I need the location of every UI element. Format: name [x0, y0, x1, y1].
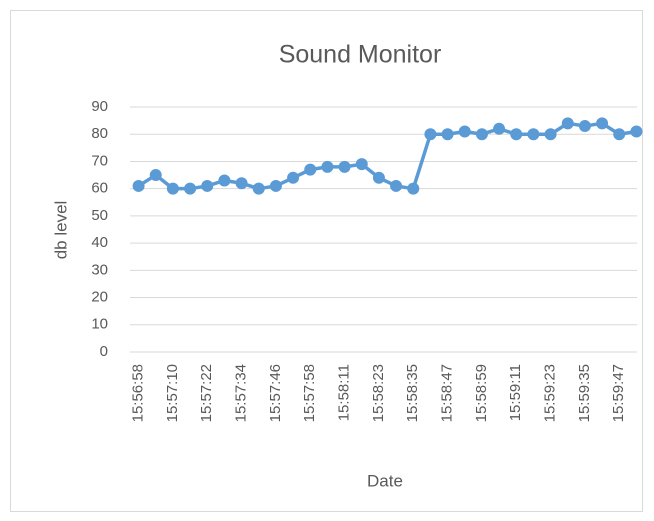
- x-tick-label: 15:58:23: [370, 364, 387, 422]
- point-marker: [510, 128, 523, 141]
- x-tick-label: 15:58:59: [473, 364, 490, 422]
- x-tick-label: 15:57:10: [164, 364, 181, 422]
- y-tick-label: 70: [91, 152, 108, 169]
- point-marker: [493, 122, 506, 135]
- y-tick-label: 0: [100, 343, 108, 360]
- point-marker: [218, 174, 231, 187]
- point-marker: [458, 125, 471, 138]
- point-marker: [561, 117, 574, 130]
- point-marker: [578, 120, 591, 133]
- y-tick-label: 30: [91, 261, 108, 278]
- point-marker: [407, 182, 420, 195]
- y-tick-label: 50: [91, 207, 108, 224]
- x-tick-label: 15:59:11: [507, 364, 524, 421]
- point-marker: [338, 160, 351, 173]
- x-tick-label: 15:59:35: [576, 364, 593, 422]
- y-tick-label: 40: [91, 234, 108, 251]
- y-tick-label: 10: [91, 316, 108, 333]
- x-tick-label: 15:57:58: [301, 364, 318, 422]
- y-tick-label: 80: [91, 125, 108, 142]
- point-marker: [166, 182, 179, 195]
- point-marker: [544, 128, 557, 141]
- y-tick-label: 90: [91, 98, 108, 115]
- point-marker: [596, 117, 609, 130]
- point-marker: [149, 169, 162, 182]
- x-tick-label: 15:58:11: [336, 364, 353, 421]
- point-marker: [613, 128, 626, 141]
- x-tick-label: 15:58:35: [404, 364, 421, 422]
- point-marker: [372, 171, 385, 184]
- chart-title: Sound Monitor: [279, 41, 442, 69]
- point-marker: [424, 128, 437, 141]
- x-tick-label: 15:59:47: [610, 364, 627, 422]
- x-axis-title: Date: [367, 471, 403, 490]
- point-marker: [441, 128, 454, 141]
- point-marker: [184, 182, 197, 195]
- y-tick-label: 60: [91, 180, 108, 197]
- point-marker: [132, 179, 145, 192]
- point-marker: [390, 179, 403, 192]
- point-marker: [287, 171, 300, 184]
- x-tick-label: 15:57:46: [267, 364, 284, 422]
- point-marker: [527, 128, 540, 141]
- y-axis-title: db level: [51, 201, 70, 260]
- point-marker: [475, 128, 488, 141]
- x-tick-label: 15:56:58: [130, 364, 147, 422]
- x-tick-label: 15:58:47: [439, 364, 456, 422]
- x-tick-label: 15:57:22: [198, 364, 215, 422]
- x-tick-label: 15:59:23: [542, 364, 559, 422]
- x-tick-label: 15:57:34: [233, 364, 250, 422]
- point-marker: [235, 177, 248, 190]
- point-marker: [321, 160, 334, 173]
- point-marker: [201, 179, 214, 192]
- point-marker: [304, 163, 317, 176]
- point-marker: [630, 125, 643, 138]
- y-tick-label: 20: [91, 289, 108, 306]
- point-marker: [252, 182, 265, 195]
- chart-frame: [10, 10, 643, 512]
- point-marker: [269, 179, 282, 192]
- point-marker: [355, 158, 368, 171]
